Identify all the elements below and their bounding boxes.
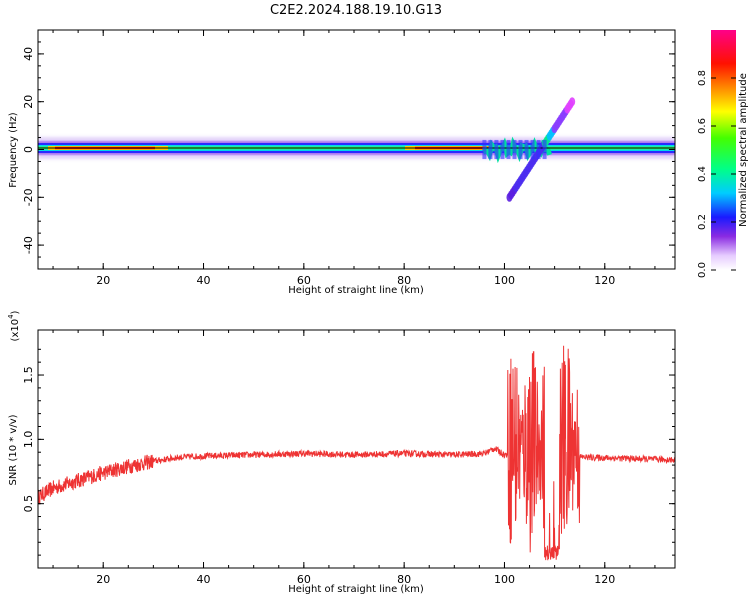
disturbed-spike <box>524 139 529 160</box>
disturbed-spike <box>506 139 511 160</box>
disturbed-spike <box>482 139 487 160</box>
heatmap-panel: 20 40 60 80 100 120 40 20 0 -20 -40 Height of stra… <box>8 29 676 296</box>
snr-xtick-label: 60 <box>297 573 311 586</box>
snr-series-line <box>38 345 675 561</box>
colorbar-tick-label: 0.0 <box>697 262 708 278</box>
colorbar-axis: 0.0 0.2 0.4 0.6 0.8 <box>697 70 736 278</box>
heatmap-ytick-label: 40 <box>22 47 35 61</box>
heatmap-axes: 20 40 60 80 100 120 40 20 0 -20 -40 <box>22 30 675 287</box>
snr-ylabel: SNR (10 * v/v) <box>8 414 19 485</box>
figure-title: C2E2.2024.188.19.10.G13 <box>270 3 442 18</box>
colorbar: 0.0 0.2 0.4 0.6 0.8 Normalized spectral ampl… <box>697 30 749 278</box>
colorbar-label: Normalized spectral amplitude <box>738 73 749 227</box>
snr-xtick-label: 80 <box>397 573 411 586</box>
heatmap-features <box>38 97 675 202</box>
snr-panel: 20 40 60 80 100 120 0.5 1.0 1.5 Height of straig… <box>7 310 676 595</box>
heatmap-xtick-label: 20 <box>96 274 110 287</box>
heatmap-ytick-label: -20 <box>22 188 35 206</box>
heatmap-ytick-label: 20 <box>22 95 35 109</box>
heatmap-xlabel: Height of straight line (km) <box>288 285 424 296</box>
snr-axes: 20 40 60 80 100 120 0.5 1.0 1.5 <box>22 330 675 586</box>
snr-frame <box>37 329 676 569</box>
disturbed-spike <box>542 139 547 160</box>
heatmap-ytick-label: 0 <box>22 146 35 153</box>
heatmap-xtick-label: 60 <box>297 274 311 287</box>
colorbar-gradient <box>711 30 736 270</box>
colorbar-tick-label: 0.4 <box>697 166 708 182</box>
snr-ytick-label: 1.0 <box>22 431 35 449</box>
snr-xlabel: Height of straight line (km) <box>288 584 424 595</box>
disturbed-spike <box>488 139 493 160</box>
doppler-streak-segment <box>569 97 576 107</box>
disturbed-spike <box>518 139 523 160</box>
svg-text:(x104): (x104) <box>7 310 21 341</box>
colorbar-tick-label: 0.6 <box>697 118 708 134</box>
heatmap-xtick-label: 40 <box>197 274 211 287</box>
snr-xtick-label: 20 <box>96 573 110 586</box>
snr-xtick-label: 40 <box>197 573 211 586</box>
heatmap-xtick-label: 100 <box>494 274 515 287</box>
snr-ytick-label: 0.5 <box>22 495 35 512</box>
colorbar-tick-label: 0.2 <box>697 214 708 230</box>
heatmap-xtick-label: 120 <box>594 274 615 287</box>
disturbed-spike <box>500 139 505 160</box>
snr-scale-label: (x104) <box>7 310 21 341</box>
heatmap-ytick-label: -40 <box>22 236 35 254</box>
snr-ytick-label: 1.5 <box>22 366 35 384</box>
snr-xtick-label: 100 <box>494 573 515 586</box>
disturbed-spike <box>536 139 541 160</box>
disturbed-spike <box>530 139 535 160</box>
heatmap-ylabel: Frequency (Hz) <box>8 112 19 188</box>
heatmap-xtick-label: 80 <box>397 274 411 287</box>
colorbar-tick-label: 0.8 <box>697 70 708 86</box>
disturbed-spike <box>512 139 517 160</box>
disturbed-spike <box>494 139 499 160</box>
snr-xtick-label: 120 <box>594 573 615 586</box>
